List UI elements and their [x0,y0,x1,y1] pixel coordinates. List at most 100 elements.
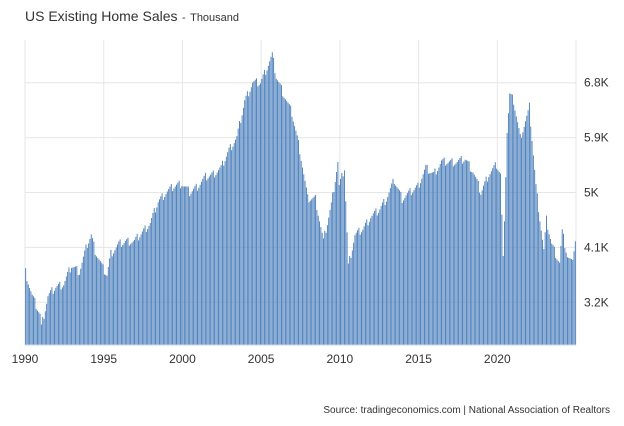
bar [202,178,204,345]
bar [172,191,174,345]
bar [302,167,303,345]
bar [211,172,213,345]
bar [195,183,197,345]
bar [379,209,381,345]
bar [113,253,115,345]
bar [570,258,572,345]
bar [567,257,568,345]
bar [30,291,32,345]
bar [98,259,100,345]
bar [353,242,355,345]
bar [160,196,162,345]
bar [216,172,218,345]
bar [25,268,27,345]
bar [88,243,90,345]
x-tick-label: 2015 [405,352,432,366]
bar [528,102,530,346]
bar [383,199,385,345]
bar [65,276,67,345]
bar [337,162,339,345]
bar [242,107,244,345]
bar [64,280,66,345]
bar [26,281,28,345]
bar [511,94,513,345]
bar [72,267,74,345]
bar [208,176,210,345]
bar [241,115,243,346]
bar [193,188,195,345]
bar [375,208,377,345]
bar [572,259,574,345]
bar [73,267,75,345]
bar [552,245,554,345]
bar [546,215,547,345]
bar [257,86,259,346]
bar [227,152,229,345]
bar [338,184,340,345]
bar [531,141,533,345]
bar [517,122,519,345]
bar [538,212,540,345]
bar [60,289,62,345]
bar [260,83,261,346]
y-tick-label: 3.2K [584,295,609,309]
bar [179,188,181,345]
bar [320,227,322,345]
bar [165,193,167,345]
bar [526,115,528,345]
bar [194,186,196,345]
bar [173,188,175,345]
bar [501,214,503,345]
bar [42,316,44,345]
bar [225,156,227,345]
bar [291,116,293,345]
bar [43,318,45,345]
y-tick-label: 4.1K [584,240,609,254]
chart-title: US Existing Home Sales [25,8,178,24]
bar [89,238,91,345]
bar [103,274,105,345]
bar [560,245,562,345]
bar [376,215,378,345]
bar [148,225,150,345]
bar [245,95,247,345]
bar [71,267,73,345]
bar [561,229,563,345]
bar [364,222,366,345]
bar [472,172,474,345]
bar [336,172,338,345]
bar [183,186,185,345]
bar [441,160,442,345]
bar [477,180,479,345]
bar [271,52,273,345]
grid-lines [24,40,577,345]
bar [110,249,112,345]
bar [345,201,347,345]
bar [351,250,353,345]
bar [362,229,364,345]
bar [346,232,348,345]
bar [536,193,538,345]
bar [515,116,517,346]
bar [124,241,126,345]
bar [229,144,231,345]
bar [181,186,183,345]
bar [372,213,374,345]
y-tick-labels: 3.2K 4.1K 5K 5.9K 6.8K [584,76,609,310]
bar [527,110,529,346]
bar [551,243,553,345]
bar [114,250,116,345]
bar [418,187,420,345]
bar [176,184,177,345]
bar [282,96,284,346]
bar [382,202,383,345]
bar [198,187,200,345]
bar [224,161,226,345]
bar [564,248,566,345]
bar [458,160,460,345]
bar [296,135,298,345]
bar [281,85,282,345]
bar [290,105,292,345]
bar [420,183,422,345]
bar [67,271,69,345]
